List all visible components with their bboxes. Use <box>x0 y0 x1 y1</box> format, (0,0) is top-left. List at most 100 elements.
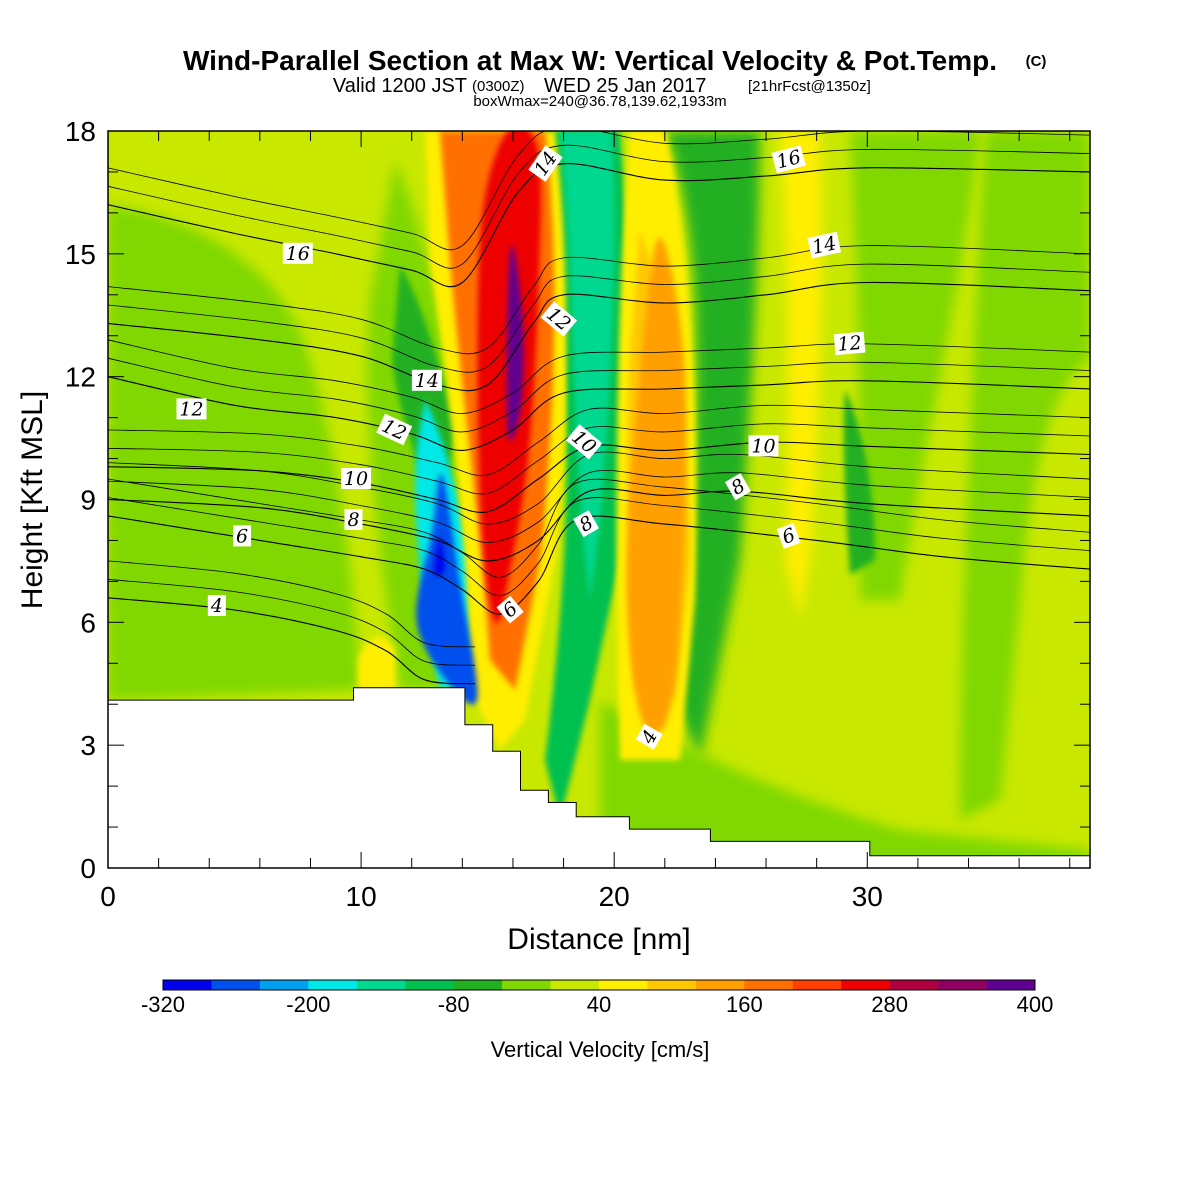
colorbar: -320 -200 -80 40 160 280 400 <box>141 979 1054 1017</box>
isentrope-minor <box>108 144 1090 269</box>
contour-label-box <box>282 242 313 264</box>
valid-time-prefix: Valid 1200 JST <box>333 75 467 97</box>
colorbar-swatch <box>599 980 648 990</box>
colorbar-swatch <box>211 980 261 990</box>
field-stripe-teal <box>560 131 615 600</box>
contour-label-box <box>176 398 207 420</box>
contour-label-box <box>207 595 226 616</box>
y-tick-label: 18 <box>65 116 96 147</box>
contour-label-text: 12 <box>179 398 203 420</box>
colorbar-swatch <box>889 980 939 990</box>
contour-label-8: 8 <box>573 510 600 538</box>
velocity-band-updraft-core <box>506 244 524 441</box>
isentrope-minor <box>108 497 1090 597</box>
isentrope-minor <box>108 478 1090 578</box>
y-tick-label: 9 <box>80 485 96 516</box>
colorbar-tick-label: 280 <box>871 992 908 1017</box>
contour-label-14: 14 <box>411 369 442 392</box>
x-tick-label: 30 <box>852 881 883 912</box>
contour-label-text: 14 <box>810 232 838 259</box>
isentrope-minor <box>108 404 1090 476</box>
contour-label-10: 10 <box>748 435 779 457</box>
contour-label-4: 4 <box>635 723 663 750</box>
contour-label-12: 12 <box>833 331 866 356</box>
x-tick-label: 0 <box>100 881 116 912</box>
colorbar-tick-label: 400 <box>1017 992 1054 1017</box>
contour-label-4: 4 <box>207 595 226 617</box>
contour-label-box <box>540 301 578 337</box>
field-lower-green <box>600 700 1090 868</box>
isentrope-minor <box>108 469 1090 543</box>
x-tick-label: 10 <box>346 881 377 912</box>
colorbar-tick-label: -320 <box>141 992 185 1017</box>
contour-label-box <box>411 369 442 391</box>
contour-label-box <box>807 231 842 259</box>
colorbar-swatch <box>453 980 503 990</box>
contour-label-box <box>573 510 600 538</box>
colorbar-swatch <box>259 980 309 990</box>
contour-label-16: 16 <box>771 145 806 174</box>
colorbar-swatch <box>356 980 406 990</box>
isentrope-12 <box>108 376 1090 451</box>
contour-label-box <box>528 145 563 182</box>
colorbar-title: Vertical Velocity [cm/s] <box>491 1037 710 1062</box>
field-left-light-green <box>108 205 360 700</box>
isentrope-minor <box>108 578 476 666</box>
valid-time-zulu: (0300Z) <box>472 78 525 95</box>
colorbar-swatch <box>695 980 745 990</box>
isentrope-minor <box>108 339 1090 414</box>
colorbar-swatch <box>405 980 454 990</box>
colorbar-swatch <box>502 980 551 990</box>
x-axis-title: Distance [nm] <box>507 923 690 956</box>
velocity-band-downdraft-core <box>434 536 445 576</box>
isentrope-minor <box>108 560 476 648</box>
contour-label-box <box>344 509 363 530</box>
colorbar-swatch <box>792 980 842 990</box>
contour-label-16: 16 <box>282 242 313 265</box>
contour-label-box <box>496 595 524 624</box>
contour-label-box <box>771 145 806 174</box>
contour-label-text: 16 <box>286 243 310 265</box>
x-axis: 0 10 20 30 <box>100 131 1071 912</box>
colorbar-frame <box>162 979 1036 991</box>
contour-label-text: 4 <box>210 595 223 617</box>
colorbar-swatch <box>647 980 697 990</box>
y-tick-label: 15 <box>65 239 96 270</box>
contour-label-box <box>233 525 252 547</box>
contour-label-10: 10 <box>341 468 371 490</box>
isentrope-minor <box>108 423 1090 495</box>
colorbar-tick-label: 160 <box>726 992 763 1017</box>
y-tick-label: 0 <box>80 853 96 884</box>
y-tick-label: 6 <box>80 607 96 638</box>
contour-label-box <box>776 522 801 549</box>
contour-label-box <box>376 413 413 446</box>
isentrope-minor <box>108 451 1090 525</box>
contour-label-text: 8 <box>347 509 359 531</box>
colorbar-swatch <box>163 980 212 990</box>
y-tick-label: 3 <box>80 730 96 761</box>
isentrope-4 <box>108 597 476 685</box>
colorbar-swatch <box>744 980 794 990</box>
colorbar-swatch <box>986 980 1036 990</box>
colorbar-tick-label: 40 <box>587 992 611 1017</box>
velocity-band-secondary-updraft <box>626 237 687 734</box>
x-tick-label: 20 <box>599 881 630 912</box>
contour-label-text: 10 <box>344 468 368 490</box>
contour-label-12: 12 <box>176 398 207 420</box>
terrain <box>108 687 1090 868</box>
contour-label-6: 6 <box>233 525 252 547</box>
forecast-info: [21hrFcst@1350z] <box>748 78 871 95</box>
contour-label-text: 10 <box>751 435 775 457</box>
contour-label-6: 6 <box>776 522 801 549</box>
contour-label-text: 12 <box>837 332 863 356</box>
isentrope-14 <box>108 281 1090 392</box>
valid-date: WED 25 Jan 2017 <box>544 75 706 97</box>
isentrope-10 <box>108 441 1090 513</box>
contour-label-box <box>635 723 663 750</box>
contour-label-text: 14 <box>415 370 439 392</box>
colorbar-tick-label: -200 <box>286 992 330 1017</box>
isentrope-8 <box>108 488 1090 562</box>
contour-label-8: 8 <box>724 473 751 501</box>
isentrope-minor <box>108 131 1090 251</box>
